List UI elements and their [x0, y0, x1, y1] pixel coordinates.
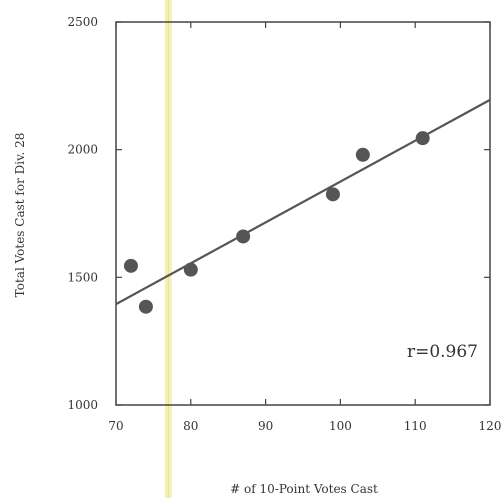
data-point [138, 299, 153, 314]
x-tick-label: 90 [258, 419, 273, 433]
data-point [355, 147, 370, 162]
y-tick-label: 1000 [67, 398, 98, 412]
plot-frame [115, 21, 491, 406]
correlation-annotation: r=0.967 [407, 342, 478, 362]
y-tick-label: 2500 [67, 15, 98, 29]
regression-line [115, 98, 491, 306]
data-point [123, 258, 138, 273]
x-tick-label: 80 [183, 419, 198, 433]
y-axis-label: Total Votes Cast for Div. 28 [13, 133, 27, 298]
x-tick-label: 100 [329, 419, 352, 433]
data-point [325, 187, 340, 202]
x-tick-label: 70 [108, 419, 123, 433]
data-point [183, 262, 198, 277]
data-point [236, 229, 251, 244]
data-point [415, 131, 430, 146]
x-axis-label: # of 10-Point Votes Cast [230, 482, 378, 496]
y-tick-label: 1500 [67, 270, 98, 284]
y-tick-label: 2000 [67, 143, 98, 157]
x-tick-label: 110 [404, 419, 427, 433]
x-tick-label: 120 [479, 419, 502, 433]
